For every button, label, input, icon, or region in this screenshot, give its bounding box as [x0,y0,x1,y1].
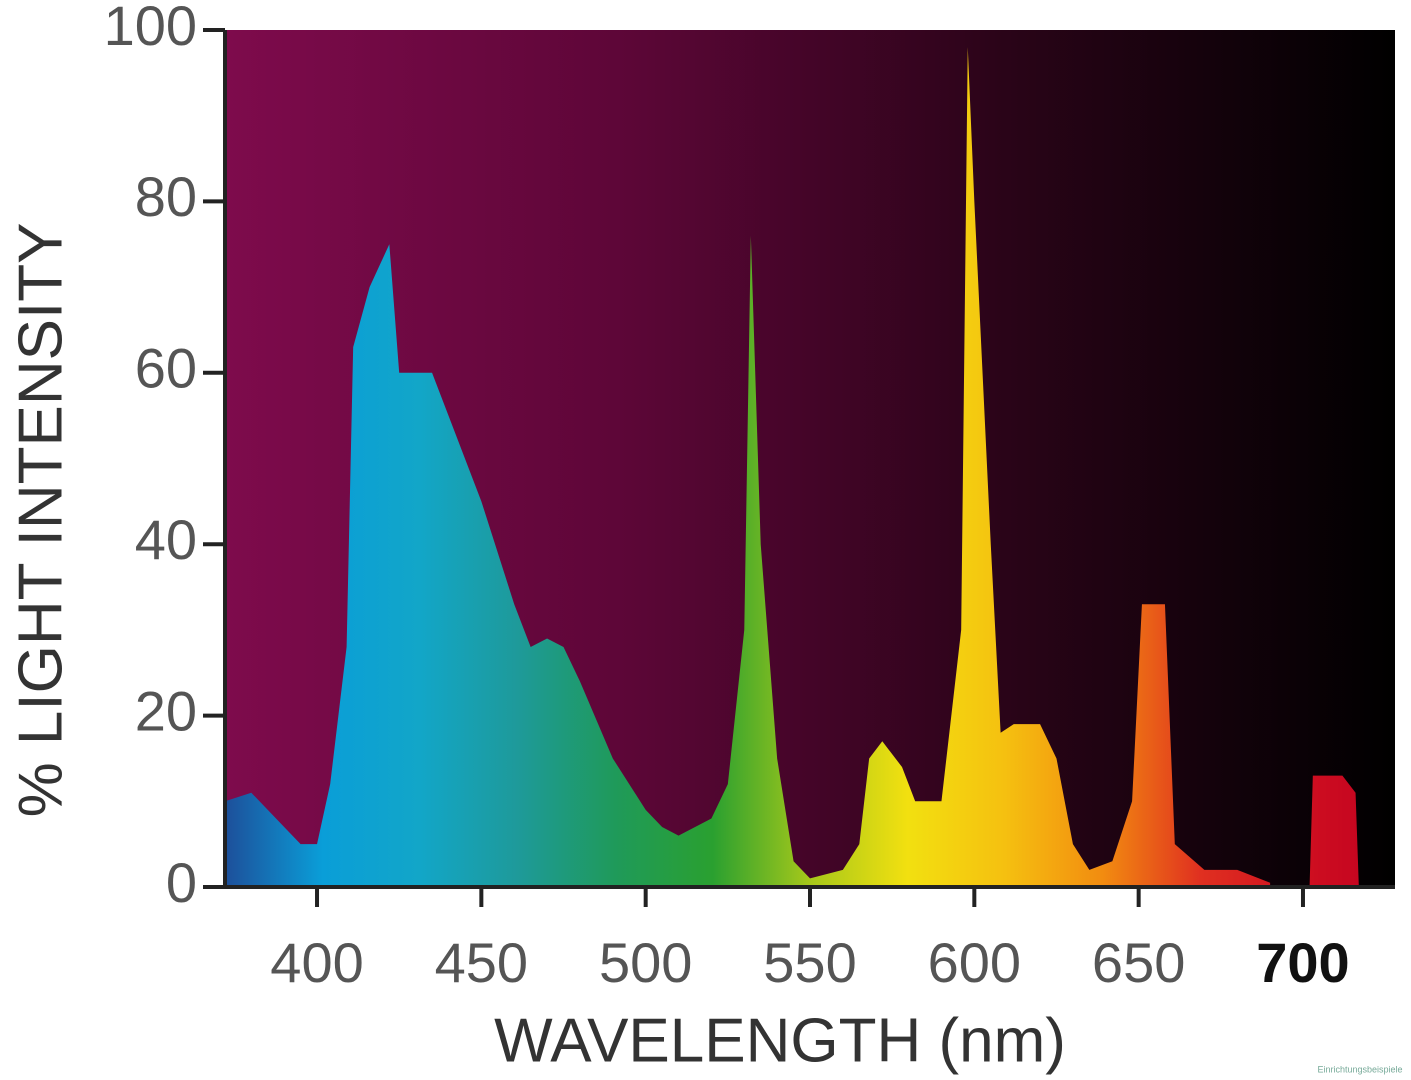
watermark: Einrichtungsbeispiele [1317,1064,1402,1074]
x-tick-label: 700 [1256,931,1349,994]
x-tick-label: 500 [599,931,692,994]
x-axis-label: WAVELENGTH (nm) [494,1006,1066,1075]
y-tick-label: 0 [166,851,197,914]
y-axis-label: % LIGHT INTENSITY [6,223,75,818]
x-tick-label: 650 [1092,931,1185,994]
y-tick-label: 100 [104,0,197,57]
y-tick-label: 80 [135,165,197,228]
y-tick-label: 20 [135,679,197,742]
x-tick-label: 450 [435,931,528,994]
x-tick-label: 550 [763,931,856,994]
x-tick-label: 600 [928,931,1021,994]
y-tick-label: 40 [135,508,197,571]
spectrum-area [225,47,1359,887]
y-tick-label: 60 [135,337,197,400]
x-tick-label: 400 [270,931,363,994]
